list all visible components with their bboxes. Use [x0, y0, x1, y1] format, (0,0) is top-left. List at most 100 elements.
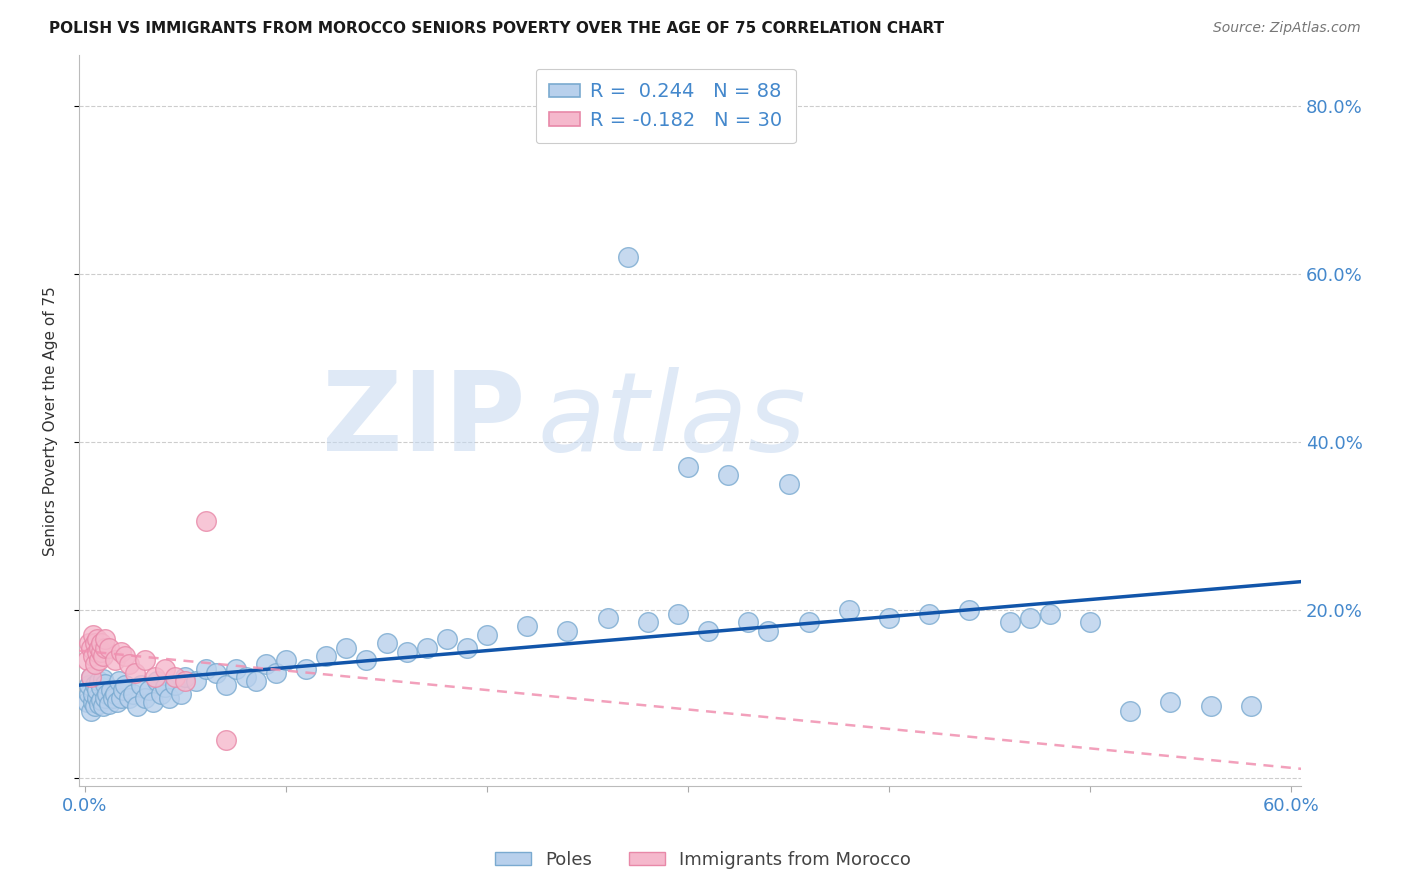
Point [1240, 699, 1263, 714]
Point [758, 624, 780, 638]
Point [918, 607, 941, 621]
Point [225, 661, 247, 675]
Point [475, 628, 498, 642]
Point [146, 674, 169, 689]
Point [82, 628, 104, 642]
Point [87, 653, 110, 667]
Point [80, 670, 103, 684]
Point [215, 733, 238, 747]
Point [415, 640, 437, 655]
Point [138, 682, 160, 697]
Point [616, 250, 638, 264]
Point [155, 680, 177, 694]
Point [184, 674, 207, 689]
Point [174, 674, 197, 689]
Point [110, 645, 132, 659]
Point [118, 690, 141, 705]
Point [165, 678, 187, 692]
Point [697, 624, 720, 638]
Point [91, 672, 114, 686]
Point [100, 682, 122, 697]
Point [666, 607, 689, 621]
Point [76, 653, 98, 667]
Point [77, 636, 100, 650]
Point [356, 653, 378, 667]
Point [174, 670, 197, 684]
Point [98, 697, 121, 711]
Point [295, 661, 318, 675]
Point [86, 690, 108, 705]
Point [114, 678, 136, 692]
Point [1078, 615, 1101, 630]
Point [254, 657, 277, 672]
Point [165, 670, 187, 684]
Point [118, 657, 141, 672]
Point [90, 645, 112, 659]
Point [104, 653, 127, 667]
Point [91, 648, 114, 663]
Point [77, 687, 100, 701]
Point [204, 665, 226, 680]
Point [959, 603, 981, 617]
Point [557, 624, 579, 638]
Text: ZIP: ZIP [322, 368, 524, 475]
Point [94, 676, 117, 690]
Point [264, 665, 287, 680]
Point [838, 603, 860, 617]
Point [77, 678, 100, 692]
Point [90, 636, 112, 650]
Point [998, 615, 1021, 630]
Y-axis label: Seniors Poverty Over the Age of 75: Seniors Poverty Over the Age of 75 [44, 285, 58, 556]
Point [101, 690, 124, 705]
Point [82, 695, 104, 709]
Point [637, 615, 659, 630]
Legend: R =  0.244   N = 88, R = -0.182   N = 30: R = 0.244 N = 88, R = -0.182 N = 30 [536, 69, 796, 144]
Point [1039, 607, 1062, 621]
Point [1159, 695, 1181, 709]
Point [1199, 699, 1222, 714]
Point [335, 640, 357, 655]
Point [143, 670, 166, 684]
Point [717, 468, 740, 483]
Point [129, 678, 152, 692]
Point [142, 695, 165, 709]
Point [150, 687, 173, 701]
Point [395, 645, 418, 659]
Point [737, 615, 759, 630]
Point [94, 690, 117, 705]
Point [375, 636, 398, 650]
Point [1018, 611, 1040, 625]
Point [82, 648, 104, 663]
Point [87, 674, 110, 689]
Point [456, 640, 478, 655]
Point [516, 619, 538, 633]
Point [87, 697, 110, 711]
Point [84, 678, 107, 692]
Point [274, 653, 297, 667]
Point [797, 615, 820, 630]
Point [157, 690, 180, 705]
Point [104, 687, 127, 701]
Point [96, 687, 118, 701]
Point [778, 476, 800, 491]
Point [94, 632, 117, 646]
Point [86, 632, 108, 646]
Point [170, 687, 193, 701]
Point [436, 632, 458, 646]
Point [90, 693, 112, 707]
Point [91, 699, 114, 714]
Text: POLISH VS IMMIGRANTS FROM MOROCCO SENIORS POVERTY OVER THE AGE OF 75 CORRELATION: POLISH VS IMMIGRANTS FROM MOROCCO SENIOR… [49, 21, 945, 36]
Text: atlas: atlas [537, 368, 806, 475]
Point [80, 704, 103, 718]
Point [86, 682, 108, 697]
Point [76, 695, 98, 709]
Point [84, 636, 107, 650]
Point [84, 657, 107, 672]
Point [155, 661, 177, 675]
Point [215, 678, 238, 692]
Point [124, 665, 146, 680]
Point [194, 515, 217, 529]
Point [315, 648, 337, 663]
Point [114, 648, 136, 663]
Point [676, 459, 699, 474]
